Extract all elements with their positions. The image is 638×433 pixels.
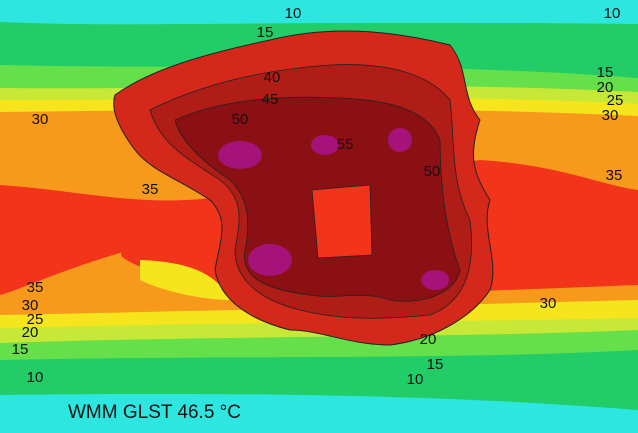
contour-label: 25 xyxy=(27,311,44,328)
inland-sea xyxy=(311,184,373,259)
contour-label: 15 xyxy=(597,64,614,81)
hotspot xyxy=(248,244,292,276)
contour-label: 30 xyxy=(602,107,619,124)
contour-label: 35 xyxy=(606,167,623,184)
contour-label: 10 xyxy=(604,5,621,22)
contour-label: 30 xyxy=(540,295,557,312)
contour-label: 25 xyxy=(607,92,624,109)
hotspot xyxy=(421,270,449,290)
contour-label: 10 xyxy=(285,5,302,22)
contour-label: 20 xyxy=(420,331,437,348)
yellow-tongue xyxy=(140,260,230,300)
contour-label: 50 xyxy=(232,111,249,128)
contour-label: 40 xyxy=(264,69,281,86)
contour-label: 15 xyxy=(427,356,444,373)
contour-label: 50 xyxy=(424,163,441,180)
contour-label: 35 xyxy=(27,279,44,296)
contour-label: 55 xyxy=(337,136,354,153)
hotspot xyxy=(218,141,262,169)
contour-label: 15 xyxy=(257,24,274,41)
contour-label: 20 xyxy=(22,324,39,341)
contour-label: 10 xyxy=(407,371,424,388)
hotspot xyxy=(388,128,412,152)
contour-label: 20 xyxy=(597,79,614,96)
contour-label: 35 xyxy=(142,181,159,198)
contour-label: 45 xyxy=(262,91,279,108)
contour-label: 30 xyxy=(22,297,39,314)
contour-label: 30 xyxy=(32,111,49,128)
contour-label: 10 xyxy=(27,369,44,386)
contour-label: 15 xyxy=(12,341,29,358)
caption: WMM GLST 46.5 °C xyxy=(68,402,241,423)
hotspot xyxy=(311,135,339,155)
